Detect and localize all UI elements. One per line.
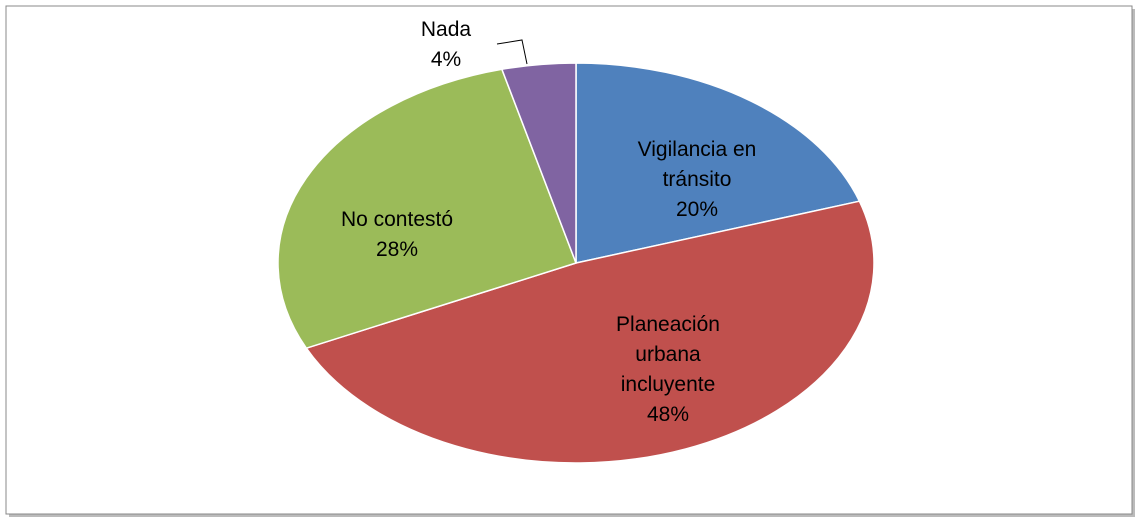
category-label: Vigilancia en tránsito bbox=[637, 138, 757, 191]
value-label: 20% bbox=[675, 198, 719, 221]
pie-slice bbox=[305, 200, 875, 464]
leader-line bbox=[496, 39, 528, 65]
pie bbox=[277, 62, 875, 464]
pie-slice bbox=[277, 68, 577, 350]
value-label: 48% bbox=[646, 403, 690, 426]
slice-label: No contestó 28% bbox=[287, 205, 507, 265]
category-label: Planeación urbana incluyente bbox=[616, 313, 720, 396]
pie-slice bbox=[500, 62, 577, 264]
pie-slice bbox=[575, 62, 861, 264]
category-label: No contestó bbox=[340, 208, 454, 231]
slice-label: Nada 4% bbox=[396, 15, 496, 75]
value-label: 28% bbox=[375, 238, 419, 261]
slice-label: Vigilancia en tránsito 20% bbox=[617, 135, 777, 225]
category-label: Nada bbox=[420, 18, 472, 41]
value-label: 4% bbox=[430, 48, 462, 71]
slice-label: Planeación urbana incluyente 48% bbox=[593, 310, 743, 430]
